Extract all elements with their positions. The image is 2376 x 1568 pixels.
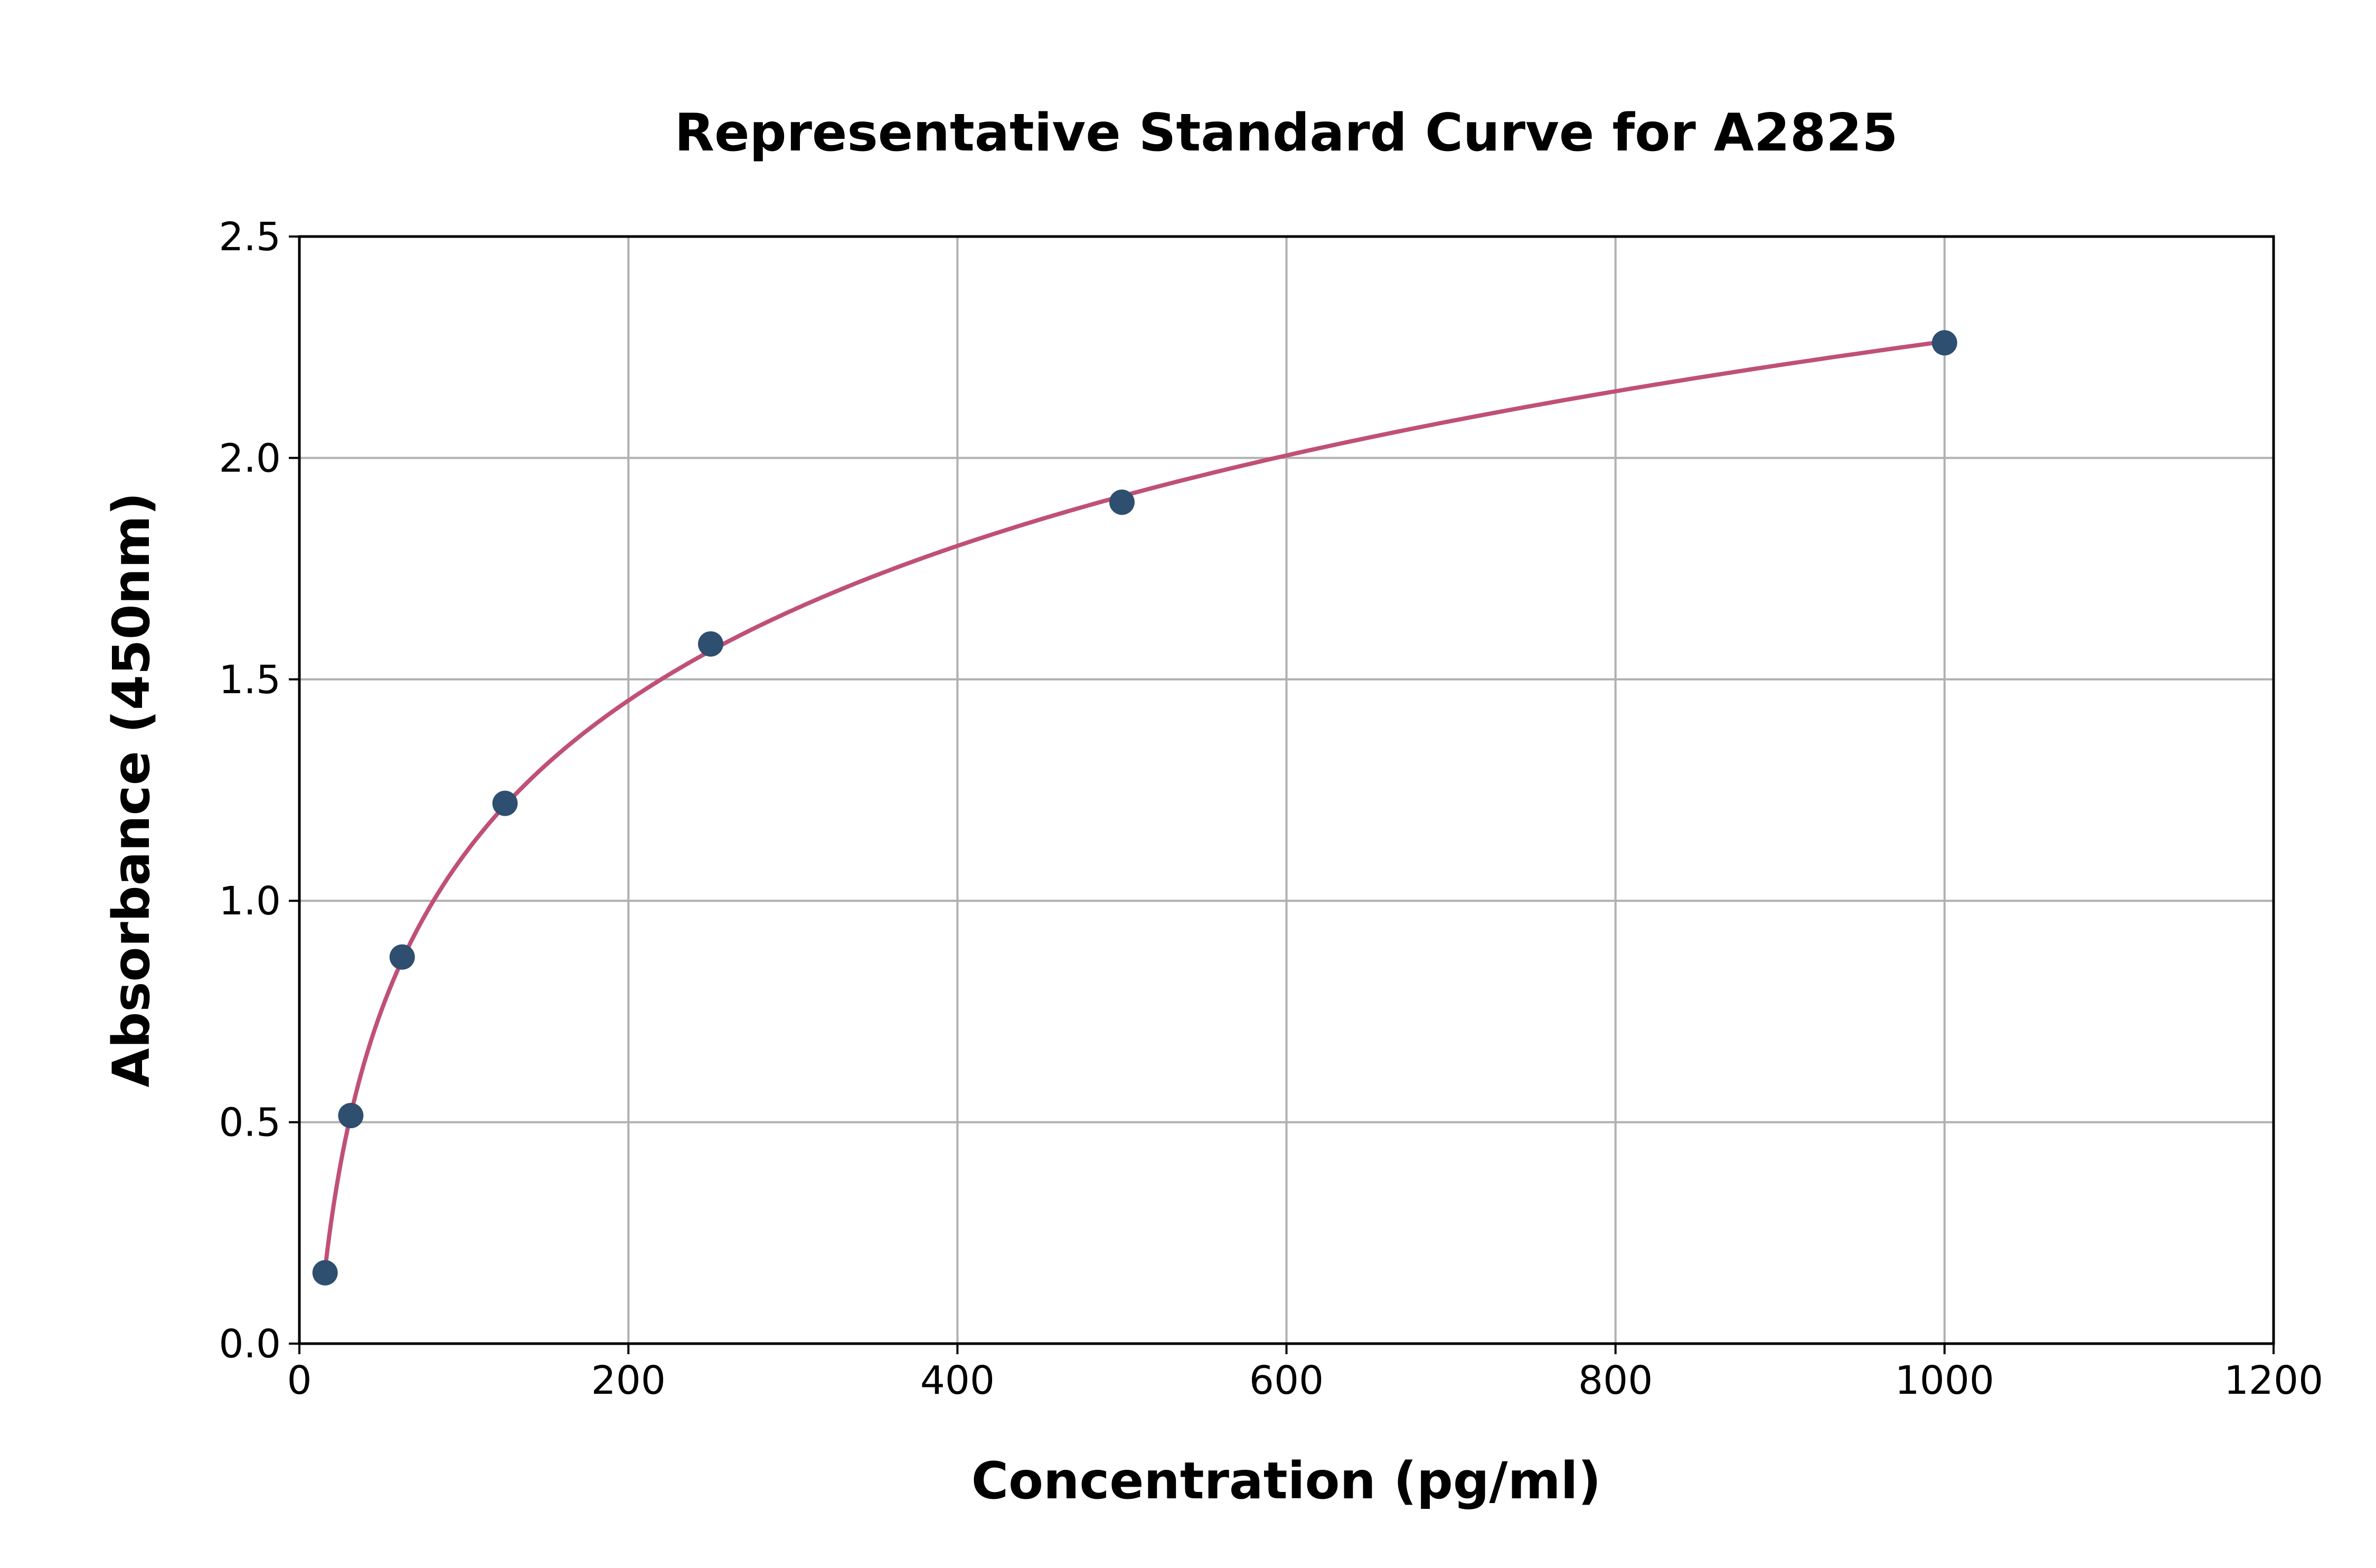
x-tick-label: 0 bbox=[287, 1358, 312, 1403]
y-tick-label: 1.0 bbox=[219, 879, 281, 924]
y-tick-label: 0.0 bbox=[219, 1321, 281, 1367]
x-tick-label: 200 bbox=[591, 1358, 666, 1403]
fit-curve bbox=[323, 339, 1945, 1270]
x-tick-label: 400 bbox=[920, 1358, 995, 1403]
y-tick-label: 1.5 bbox=[219, 657, 281, 703]
y-tick-label: 2.5 bbox=[219, 214, 281, 260]
fit-curve-layer bbox=[323, 339, 1945, 1270]
data-point bbox=[697, 631, 723, 657]
data-point bbox=[492, 790, 518, 816]
x-tick-label: 800 bbox=[1578, 1358, 1653, 1403]
x-tick-label: 1200 bbox=[2224, 1358, 2323, 1403]
chart-title: Representative Standard Curve for A2825 bbox=[674, 103, 1898, 163]
grid-lines bbox=[298, 235, 2275, 1345]
x-axis-ticks: 0 200 400 600 800 1000 1200 bbox=[287, 1344, 2323, 1403]
data-point bbox=[1931, 330, 1957, 356]
y-tick-label: 0.5 bbox=[219, 1100, 281, 1146]
data-point bbox=[312, 1260, 338, 1286]
data-point bbox=[338, 1103, 364, 1129]
x-tick-label: 600 bbox=[1249, 1358, 1324, 1403]
data-point bbox=[389, 944, 415, 970]
data-points bbox=[312, 330, 1957, 1286]
y-tick-label: 2.0 bbox=[219, 436, 281, 481]
data-point bbox=[1109, 489, 1135, 515]
y-axis-ticks: 0.0 0.5 1.0 1.5 2.0 2.5 bbox=[219, 214, 299, 1367]
y-axis-label: Absorbance (450nm) bbox=[102, 492, 161, 1087]
x-tick-label: 1000 bbox=[1895, 1358, 1994, 1403]
x-axis-label: Concentration (pg/ml) bbox=[972, 1451, 1601, 1510]
